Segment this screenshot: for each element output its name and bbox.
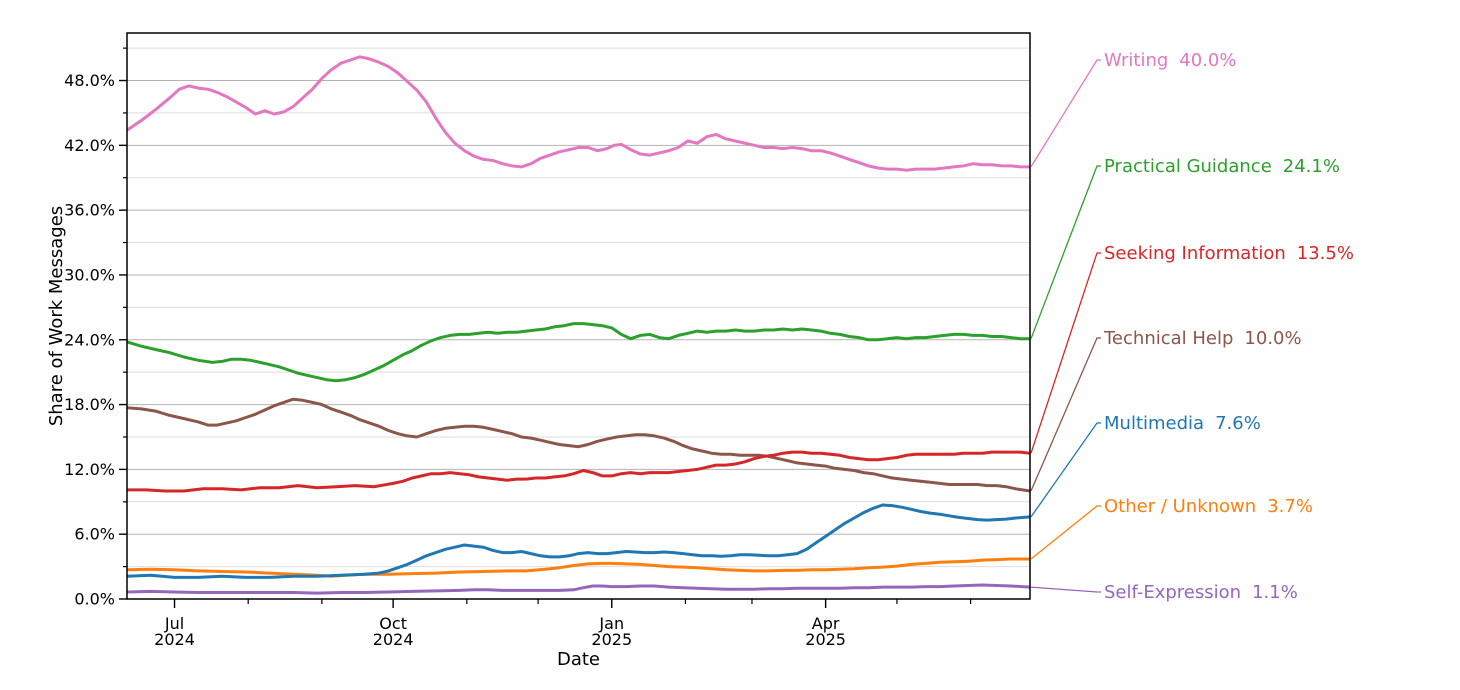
- legend-label-seeking-information: Seeking Information 13.5%: [1104, 243, 1354, 264]
- legend-label-writing: Writing 40.0%: [1104, 50, 1236, 71]
- leader-line-self-expression: [1030, 586, 1101, 593]
- y-tick-label: 18.0%: [64, 395, 115, 414]
- legend-label-other-unknown: Other / Unknown 3.7%: [1104, 496, 1313, 517]
- y-axis-title: Share of Work Messages: [46, 206, 67, 426]
- legend-label-practical-guidance: Practical Guidance 24.1%: [1104, 156, 1340, 177]
- leader-line-multimedia: [1030, 422, 1101, 518]
- x-tick-label-month: Jul: [164, 614, 184, 633]
- legend: Writing 40.0% Practical Guidance 24.1% Seeki…: [1030, 50, 1354, 603]
- legend-series-value: 3.7%: [1267, 496, 1313, 517]
- y-tick-label: 36.0%: [64, 201, 115, 220]
- series-line-other-unknown: [127, 557, 1030, 578]
- series-line-seeking-information: [127, 450, 1030, 493]
- y-tick-label: 48.0%: [64, 71, 115, 90]
- x-tick-label-month: Apr: [812, 614, 840, 633]
- leader-line-practical-guidance: [1030, 165, 1101, 339]
- series-line-multimedia: [127, 503, 1030, 579]
- y-tick-label: 42.0%: [64, 136, 115, 155]
- plot-border: [126, 32, 1031, 600]
- y-tick-label: 0.0%: [74, 590, 115, 609]
- legend-series-name: Self-Expression: [1104, 582, 1241, 603]
- series-line-self-expression: [127, 583, 1030, 595]
- y-tick-label: 12.0%: [64, 460, 115, 479]
- y-tick-label: 24.0%: [64, 330, 115, 349]
- legend-series-value: 40.0%: [1179, 50, 1236, 71]
- x-tick-label-month: Jan: [598, 614, 624, 633]
- legend-series-name: Technical Help: [1103, 328, 1233, 349]
- legend-label-technical-help: Technical Help 10.0%: [1103, 328, 1302, 349]
- leader-line-writing: [1030, 59, 1101, 168]
- legend-series-name: Practical Guidance: [1104, 156, 1272, 177]
- leader-line-seeking-information: [1030, 252, 1101, 454]
- legend-series-name: Writing: [1104, 50, 1168, 71]
- x-tick-label-month: Oct: [379, 614, 407, 633]
- x-tick-label-year: 2025: [591, 630, 632, 649]
- x-tick-label-year: 2025: [805, 630, 846, 649]
- legend-series-value: 10.0%: [1244, 328, 1301, 349]
- series-line-writing: [127, 55, 1030, 172]
- y-axis: 0.0% 6.0% 12.0% 18.0% 24.0% 30.0% 36.0% 42.0% 48…: [64, 47, 127, 609]
- legend-label-self-expression: Self-Expression 1.1%: [1104, 582, 1298, 603]
- series-line-technical-help: [127, 397, 1030, 493]
- legend-label-multimedia: Multimedia 7.6%: [1104, 413, 1261, 434]
- legend-series-value: 1.1%: [1252, 582, 1298, 603]
- legend-series-name: Seeking Information: [1104, 243, 1286, 264]
- x-tick-label-year: 2024: [154, 630, 195, 649]
- x-axis-title: Date: [557, 649, 600, 670]
- series-line-practical-guidance: [127, 322, 1030, 383]
- legend-series-value: 13.5%: [1297, 243, 1354, 264]
- y-tick-label: 6.0%: [74, 525, 115, 544]
- leader-line-other-unknown: [1030, 505, 1101, 560]
- series-lines: [127, 55, 1030, 595]
- legend-series-name: Multimedia: [1104, 413, 1204, 434]
- leader-line-technical-help: [1030, 337, 1101, 492]
- legend-series-name: Other / Unknown: [1104, 496, 1256, 517]
- x-tick-label-year: 2024: [373, 630, 414, 649]
- y-tick-label: 30.0%: [64, 265, 115, 284]
- legend-series-value: 7.6%: [1215, 413, 1261, 434]
- legend-series-value: 24.1%: [1283, 156, 1340, 177]
